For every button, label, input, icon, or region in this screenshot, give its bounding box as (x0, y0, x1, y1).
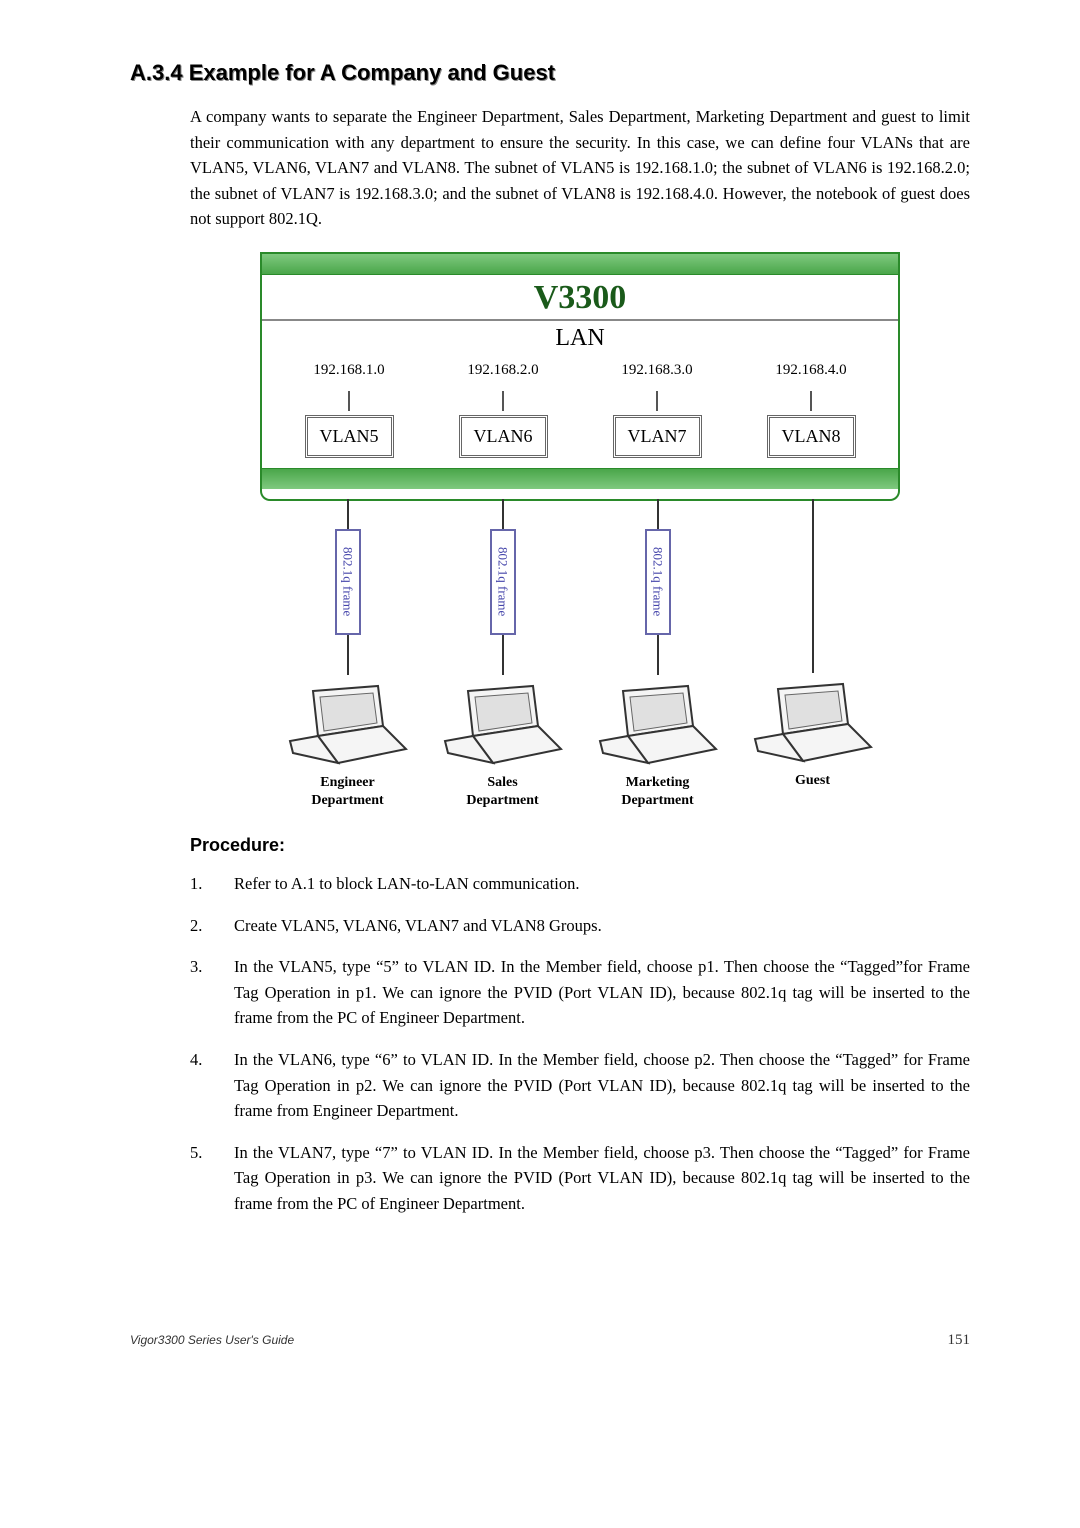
vlan-ip: 192.168.1.0 (272, 362, 426, 379)
laptop-icon (288, 681, 408, 766)
vlan-box: VLAN7 (613, 415, 702, 458)
laptop-icon (753, 679, 873, 764)
footer-guide: Vigor3300 Series User's Guide (130, 1333, 294, 1347)
laptop-icon (443, 681, 563, 766)
lan-label: LAN (262, 321, 898, 362)
proc-item: Create VLAN5, VLAN6, VLAN7 and VLAN8 Gro… (190, 913, 970, 939)
frame-label: 802.1q frame (490, 529, 516, 635)
proc-item: In the VLAN6, type “6” to VLAN ID. In th… (190, 1047, 970, 1124)
proc-item: In the VLAN7, type “7” to VLAN ID. In th… (190, 1140, 970, 1217)
dept-label: Sales Department (466, 774, 538, 810)
device-title: V3300 (262, 275, 898, 321)
proc-item: In the VLAN5, type “5” to VLAN ID. In th… (190, 954, 970, 1031)
vlan-diagram: V3300 LAN 192.168.1.0 VLAN5 192.168.2.0 … (190, 252, 970, 810)
vlan-ip: 192.168.2.0 (426, 362, 580, 379)
frame-label: 802.1q frame (645, 529, 671, 635)
frame-label: 802.1q frame (335, 529, 361, 635)
intro-paragraph: A company wants to separate the Engineer… (190, 104, 970, 232)
dept-label: Engineer Department (311, 774, 383, 810)
vlan-box: VLAN8 (767, 415, 856, 458)
procedure-title: Procedure: (190, 835, 970, 856)
vlan-box: VLAN6 (459, 415, 548, 458)
dept-label: Guest (795, 772, 830, 790)
page-number: 151 (948, 1332, 971, 1349)
vlan-box: VLAN5 (305, 415, 394, 458)
proc-item: Refer to A.1 to block LAN-to-LAN communi… (190, 871, 970, 897)
vlan-ip: 192.168.3.0 (580, 362, 734, 379)
laptop-icon (598, 681, 718, 766)
dept-label: Marketing Department (621, 774, 693, 810)
vlan-ip: 192.168.4.0 (734, 362, 888, 379)
section-title: A.3.4 Example for A Company and Guest (130, 60, 970, 86)
procedure-list: Refer to A.1 to block LAN-to-LAN communi… (190, 871, 970, 1216)
